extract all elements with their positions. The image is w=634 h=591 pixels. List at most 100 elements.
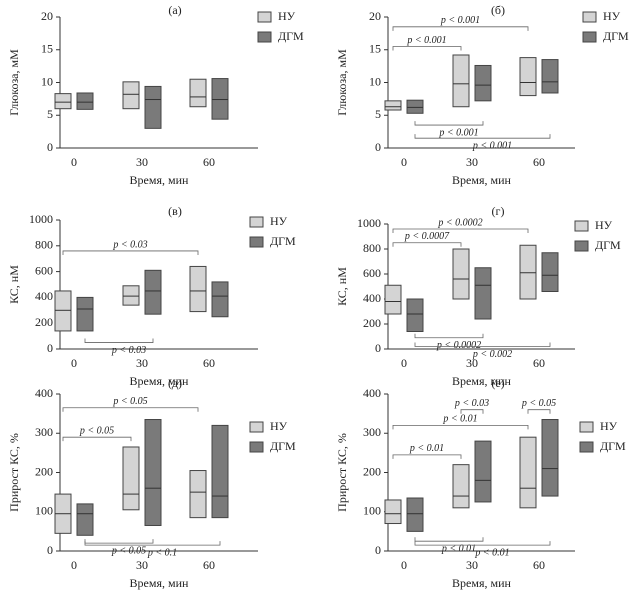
box-nu [122,285,140,306]
legend-label: НУ [278,9,296,23]
box-dgm [541,252,559,292]
box-nu [519,436,537,509]
chart-panel-5: (д) 0 100 200 300 400 0 30 60 Время, мин Прирост К… [7,376,296,590]
legend-swatch [249,236,264,248]
p-value-label: p < 0.001 [438,127,478,138]
x-tick-label: 30 [136,155,148,169]
y-axis-label: Прирост КС, % [335,433,349,512]
x-axis-label: Время, мин [452,173,511,187]
x-tick-label: 0 [401,155,407,169]
y-tick-label: 0 [375,543,381,557]
box-dgm [474,64,492,102]
p-value-label: p < 0.03 [112,239,147,250]
significance-bracket [392,26,529,31]
legend-swatch [574,240,589,252]
y-tick-label: 0 [47,543,53,557]
box-nu [519,57,537,97]
y-tick-label: 1000 [29,212,53,226]
box-nu [189,265,207,313]
box-dgm [211,424,229,519]
y-tick-label: 600 [363,266,381,280]
p-value-label: p < 0.03 [454,398,489,409]
box-dgm [211,281,229,318]
box-nu [452,464,470,509]
y-tick-label: 100 [363,504,381,518]
legend-label: НУ [270,419,288,433]
y-tick-label: 800 [363,241,381,255]
p-value-label: p < 0.0002 [437,217,482,228]
box-dgm [406,99,424,114]
x-tick-label: 30 [466,558,478,572]
panel-label: (д) [168,376,182,390]
y-axis-label: Глюкоза, мМ [335,49,349,116]
legend-label: НУ [603,9,621,23]
p-value-label: p < 0.05 [112,396,147,407]
x-tick-label: 0 [71,558,77,572]
y-tick-label: 400 [363,291,381,305]
y-tick-label: 20 [41,9,53,23]
x-tick-label: 30 [466,155,478,169]
y-tick-label: 10 [369,74,381,88]
panel-label: (а) [168,3,181,17]
x-tick-label: 60 [203,356,215,370]
chart-panel-4: (г) 0 200 400 600 800 1000 0 30 60 Время, мин КС, н… [335,204,621,388]
legend-swatch [579,421,594,433]
significance-bracket [414,333,484,339]
x-tick-label: 0 [71,155,77,169]
box-nu [452,54,470,108]
legend-swatch [249,216,264,228]
chart-panel-3: (в) 0 200 400 600 800 1000 0 30 60 Время, мин КС, н… [7,204,296,388]
significance-bracket [527,409,551,414]
box-nu [189,78,207,108]
legend-swatch [249,421,264,433]
x-tick-label: 60 [203,155,215,169]
legend-swatch [249,441,264,453]
p-value-label: p < 0.001 [406,35,446,46]
box-dgm [474,440,492,503]
x-tick-label: 30 [136,356,148,370]
significance-bracket [392,242,462,247]
legend-label: ДГМ [595,238,621,252]
significance-bracket [460,409,484,414]
p-value-label: p < 0.01 [474,547,509,558]
y-axis-label: КС, нМ [335,267,349,306]
y-tick-label: 15 [41,42,53,56]
p-value-label: p < 0.05 [521,398,556,409]
p-value-label: p < 0.05 [79,425,114,436]
legend-swatch [257,11,272,23]
y-tick-label: 5 [375,107,381,121]
box-nu [189,470,207,519]
x-axis-label: Время, мин [452,576,511,590]
box-nu [384,499,402,525]
p-value-label: p < 0.01 [409,443,444,454]
significance-bracket [84,338,154,343]
box-nu [519,244,537,300]
box-nu [122,81,140,110]
legend-label: ДГМ [270,234,296,248]
p-value-label: p < 0.0002 [436,340,481,351]
box-dgm [406,497,424,532]
chart-panel-2: (б) 0 5 10 15 20 0 30 60 Время, мин Глюкоза, мМ p <… [335,3,629,187]
legend-label: ДГМ [600,439,626,453]
p-value-label: p < 0.0007 [404,231,450,242]
box-nu [122,446,140,511]
significance-bracket [414,537,484,542]
box-dgm [76,92,94,110]
significance-bracket [62,250,199,255]
box-nu [54,93,72,110]
box-dgm [474,267,492,320]
x-tick-label: 60 [203,558,215,572]
y-tick-label: 300 [363,425,381,439]
legend-swatch [257,31,272,43]
chart-panel-1: (а) 0 5 10 15 20 0 30 60 Время, мин Глюкоза, мМ НУ Д… [7,3,304,187]
significance-bracket [414,134,551,139]
significance-bracket [392,454,462,459]
y-tick-label: 400 [363,386,381,400]
x-tick-label: 0 [401,558,407,572]
significance-bracket [414,342,551,347]
legend-label: ДГМ [270,439,296,453]
panel-label: (е) [491,376,504,390]
significance-bracket [62,436,132,442]
legend-label: НУ [270,214,288,228]
